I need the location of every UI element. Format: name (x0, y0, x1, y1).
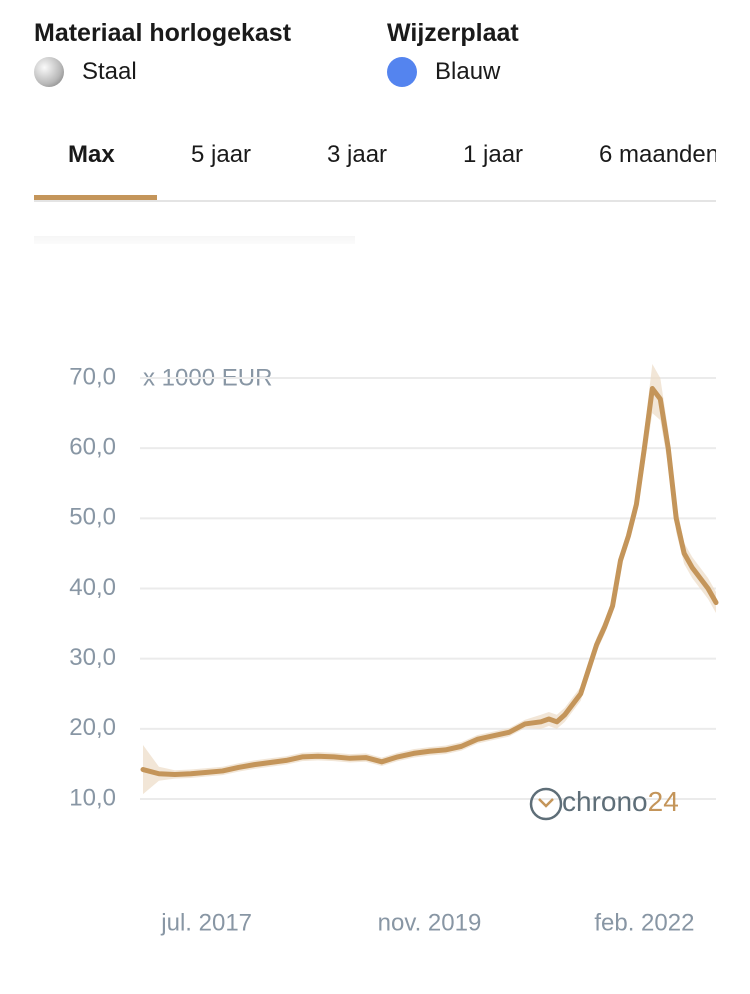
y-tick-label: 60,0 (69, 434, 116, 461)
watermark-text: chrono24 (562, 786, 679, 817)
filter: Materiaal horlogekast Staal (34, 14, 291, 92)
filter-value-text: Staal (82, 58, 137, 85)
filter-value: Staal (34, 52, 291, 92)
tab[interactable]: 1 jaar (463, 141, 524, 168)
y-tick-label: 10,0 (69, 784, 116, 811)
x-tick-label: jul. 2017 (160, 909, 252, 936)
filter-label: Materiaal horlogekast (34, 19, 292, 47)
tab[interactable]: Max (68, 141, 115, 168)
y-tick-label: 40,0 (69, 574, 116, 601)
filter: Wijzerplaat Blauw (387, 14, 519, 92)
x-tick-label: feb. 2022 (594, 909, 694, 936)
y-tick-label: 50,0 (69, 504, 116, 531)
filter-value-text: Blauw (435, 58, 501, 85)
y-tick-label: 20,0 (69, 714, 116, 741)
tab-indicator (34, 195, 157, 200)
swatch (34, 57, 64, 87)
range-band (143, 363, 716, 795)
filter-value: Blauw (387, 52, 519, 92)
filter-label: Wijzerplaat (387, 19, 519, 47)
y-tick-label: 70,0 (69, 363, 116, 390)
tab[interactable]: 6 maanden (599, 141, 716, 168)
y-tick-label: 30,0 (69, 644, 116, 671)
price-line (140, 386, 719, 777)
swatch (387, 57, 417, 87)
logo-ring (529, 787, 563, 821)
watermark-part: chrono (562, 786, 648, 817)
placeholder (34, 236, 355, 244)
logo-check (538, 798, 554, 808)
watermark-part: 24 (648, 786, 679, 817)
tab[interactable]: 3 jaar (327, 141, 388, 168)
tab-bar: Max 5 jaar 3 jaar 1 jaar 6 maanden (34, 130, 716, 202)
watermark: chrono24 (529, 786, 679, 821)
tab[interactable]: 5 jaar (191, 141, 252, 168)
x-tick-label: nov. 2019 (378, 909, 482, 936)
